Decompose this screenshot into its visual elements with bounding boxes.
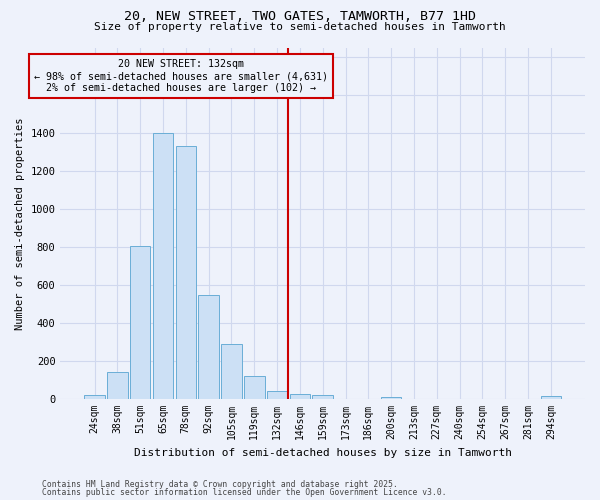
Bar — [267, 390, 287, 399]
Bar — [153, 133, 173, 399]
Y-axis label: Number of semi-detached properties: Number of semi-detached properties — [15, 117, 25, 330]
Text: Contains public sector information licensed under the Open Government Licence v3: Contains public sector information licen… — [42, 488, 446, 497]
Text: 20, NEW STREET, TWO GATES, TAMWORTH, B77 1HD: 20, NEW STREET, TWO GATES, TAMWORTH, B77… — [124, 10, 476, 23]
Bar — [541, 396, 561, 399]
Bar — [176, 146, 196, 399]
Bar — [84, 396, 105, 399]
Bar — [244, 376, 265, 399]
Bar — [290, 394, 310, 399]
Text: Size of property relative to semi-detached houses in Tamworth: Size of property relative to semi-detach… — [94, 22, 506, 32]
Bar — [199, 294, 219, 399]
Bar — [130, 246, 151, 399]
Bar — [221, 344, 242, 399]
Bar — [381, 397, 401, 399]
Bar — [107, 372, 128, 399]
Text: 20 NEW STREET: 132sqm
← 98% of semi-detached houses are smaller (4,631)
2% of se: 20 NEW STREET: 132sqm ← 98% of semi-deta… — [34, 60, 328, 92]
Text: Contains HM Land Registry data © Crown copyright and database right 2025.: Contains HM Land Registry data © Crown c… — [42, 480, 398, 489]
X-axis label: Distribution of semi-detached houses by size in Tamworth: Distribution of semi-detached houses by … — [134, 448, 512, 458]
Bar — [313, 396, 333, 399]
